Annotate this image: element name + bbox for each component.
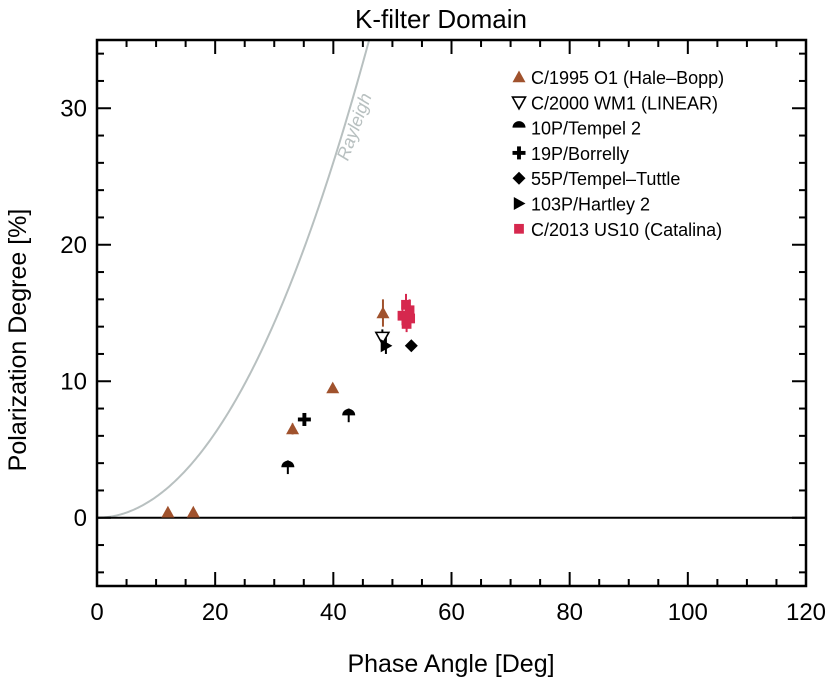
plot-frame	[95, 38, 808, 588]
point-marker	[297, 412, 311, 426]
x-tick-label: 0	[90, 599, 103, 626]
legend-marker	[513, 197, 526, 210]
legend-marker	[512, 121, 526, 128]
legend-entry: 103P/Hartley 2	[513, 195, 650, 215]
data-point	[186, 505, 200, 518]
legend-label: 103P/Hartley 2	[531, 195, 650, 215]
chart-title: K-filter Domain	[355, 4, 527, 34]
marker-shape	[161, 505, 175, 518]
marker-shape	[397, 310, 408, 321]
point-marker	[286, 422, 300, 435]
data-point	[297, 412, 311, 426]
data-point	[404, 339, 418, 353]
legend-label: C/1995 O1 (Hale–Bopp)	[531, 68, 724, 88]
marker-shape	[342, 408, 356, 416]
legend-entry: C/2013 US10 (Catalina)	[514, 220, 722, 240]
data-point	[342, 408, 356, 423]
data-point	[286, 422, 300, 435]
marker-shape	[404, 339, 418, 353]
data-point	[281, 460, 295, 475]
marker-shape	[401, 299, 411, 310]
point-marker	[401, 319, 412, 329]
legend-entry: C/1995 O1 (Hale–Bopp)	[512, 68, 724, 88]
legend-marker	[512, 171, 526, 185]
point-marker	[186, 505, 200, 518]
marker-shape	[514, 223, 524, 234]
marker-shape	[512, 171, 526, 185]
legend-label: 19P/Borrelly	[531, 144, 629, 164]
point-marker	[405, 313, 416, 324]
rayleigh-curve	[97, 40, 371, 519]
marker-shape	[512, 70, 526, 83]
marker-shape	[380, 339, 393, 353]
data-marks	[161, 293, 418, 518]
marker-shape	[511, 96, 527, 111]
x-tick-label: 20	[202, 599, 229, 626]
legend-label: C/2013 US10 (Catalina)	[531, 220, 722, 240]
point-marker	[401, 299, 411, 310]
marker-shape	[286, 422, 300, 435]
series-6	[397, 293, 416, 333]
y-axis-label: Polarization Degree [%]	[4, 209, 32, 472]
x-tick-label: 40	[320, 599, 347, 626]
legend: C/1995 O1 (Hale–Bopp) C/2000 WM1 (LINEAR)…	[511, 68, 724, 240]
point-marker	[404, 339, 418, 353]
y-tick-label: 10	[60, 368, 87, 395]
x-axis-label: Phase Angle [Deg]	[347, 650, 554, 678]
point-marker	[342, 408, 356, 416]
point-marker	[326, 381, 340, 394]
y-tick-label: 30	[60, 95, 87, 122]
ticks: 0 20 40 60 80 100 120 0 10 20 30	[60, 40, 826, 626]
data-point	[161, 505, 175, 518]
marker-shape	[186, 505, 200, 518]
series-2	[281, 408, 356, 475]
point-marker	[281, 460, 295, 468]
legend-entry: 55P/Tempel–Tuttle	[512, 169, 680, 189]
series-5	[380, 337, 393, 354]
marker-shape	[405, 313, 416, 324]
legend-marker	[512, 70, 526, 83]
legend-entry: 19P/Borrelly	[512, 144, 629, 164]
axes	[95, 38, 808, 588]
marker-shape	[326, 381, 340, 394]
y-tick-label: 0	[74, 505, 87, 532]
y-tick-label: 20	[60, 232, 87, 259]
data-point	[405, 310, 416, 327]
legend-marker	[511, 96, 527, 111]
point-marker	[397, 310, 408, 321]
data-point	[376, 299, 390, 327]
reference-layer	[97, 40, 371, 519]
legend-entry: 10P/Tempel 2	[512, 119, 641, 139]
rayleigh-curve-label: Rayleigh	[333, 90, 376, 163]
series-0	[161, 299, 390, 518]
marker-shape	[512, 121, 526, 128]
legend-marker	[514, 223, 524, 234]
marker-shape	[513, 197, 526, 210]
marker-shape	[281, 460, 295, 468]
marker-shape	[517, 146, 521, 160]
x-tick-label: 80	[556, 599, 583, 626]
data-point	[380, 337, 393, 354]
series-4	[404, 339, 418, 353]
marker-shape	[302, 412, 307, 426]
point-marker	[161, 505, 175, 518]
series-3	[297, 412, 311, 426]
marker-shape	[401, 319, 412, 329]
marker-shape	[376, 306, 390, 319]
x-tick-label: 60	[438, 599, 465, 626]
legend-marker	[512, 146, 526, 160]
data-point	[326, 381, 340, 394]
point-marker	[380, 339, 393, 353]
legend-label: 10P/Tempel 2	[531, 119, 641, 139]
legend-entry: C/2000 WM1 (LINEAR)	[511, 93, 718, 113]
x-tick-label: 100	[668, 599, 708, 626]
x-tick-label: 120	[786, 599, 826, 626]
point-marker	[376, 306, 390, 319]
legend-label: 55P/Tempel–Tuttle	[531, 169, 680, 189]
legend-label: C/2000 WM1 (LINEAR)	[531, 93, 718, 113]
